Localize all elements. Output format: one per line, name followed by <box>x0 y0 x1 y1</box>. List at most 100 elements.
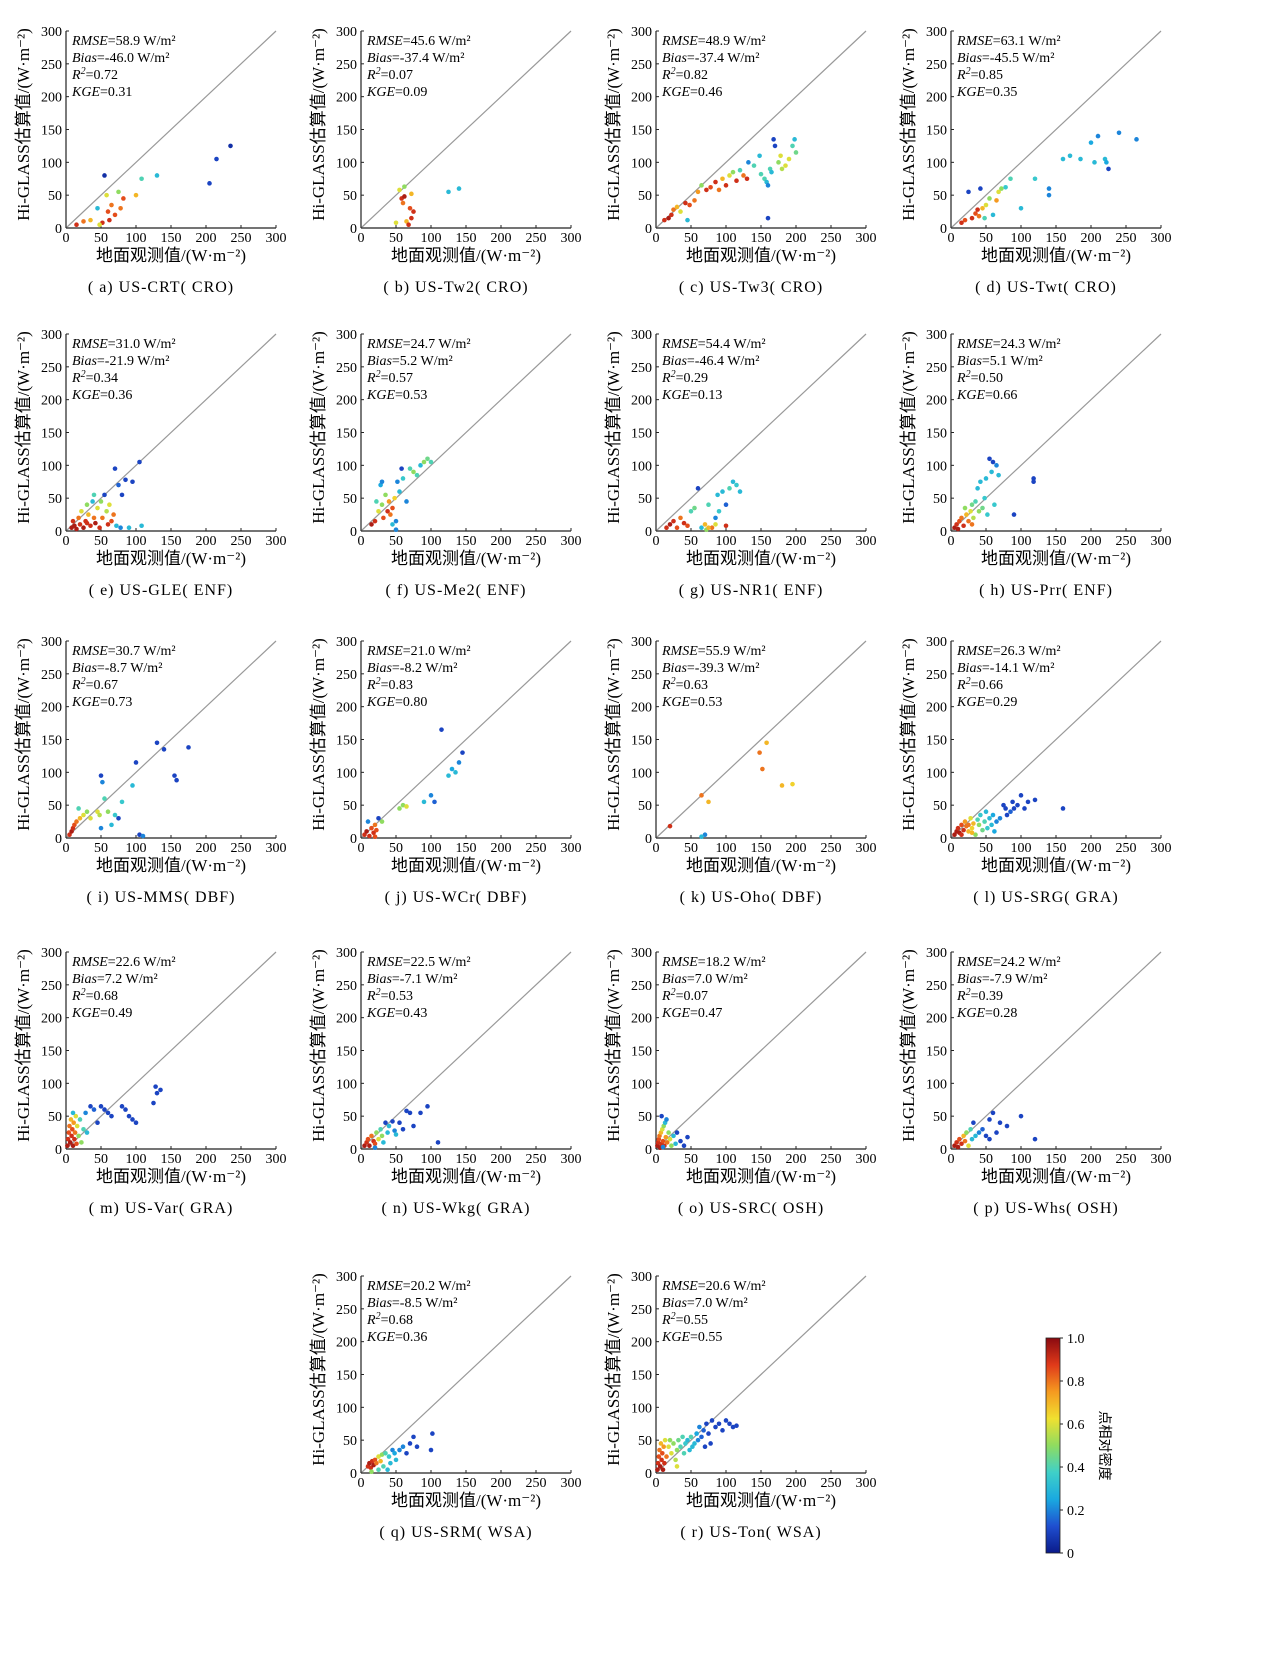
x-axis-title: 地面观测值/(W·m⁻²) <box>686 1167 836 1186</box>
x-tick-label: 100 <box>421 231 442 246</box>
data-point <box>1092 160 1097 165</box>
y-tick-label: 150 <box>336 1045 357 1060</box>
colorbar-tick-label: 0 <box>1067 1547 1074 1562</box>
data-point <box>764 740 769 746</box>
y-tick-label: 300 <box>926 635 947 650</box>
stat-rmse: RMSE=18.2 W/m² <box>661 955 766 970</box>
y-tick-label: 0 <box>350 832 357 847</box>
data-point <box>105 209 111 214</box>
x-tick-label: 50 <box>389 1152 403 1167</box>
data-point <box>762 176 767 182</box>
data-point <box>765 215 771 221</box>
x-tick-label: 250 <box>526 534 547 549</box>
data-points <box>65 1084 163 1149</box>
data-point <box>760 766 765 772</box>
data-point <box>386 499 392 504</box>
y-tick-label: 150 <box>41 734 62 749</box>
y-tick-label: 300 <box>336 635 357 650</box>
data-point <box>407 206 413 211</box>
data-point <box>973 832 978 838</box>
data-point <box>393 518 399 524</box>
stat-r2: R2=0.55 <box>661 1311 708 1328</box>
data-point <box>381 515 386 521</box>
y-tick-label: 50 <box>48 492 62 507</box>
data-point <box>734 482 739 488</box>
data-point <box>400 200 406 206</box>
data-point <box>957 518 962 524</box>
stat-bias: Bias=-45.5 W/m² <box>957 51 1054 66</box>
y-tick-label: 0 <box>350 525 357 540</box>
data-point <box>76 1133 81 1139</box>
x-tick-label: 0 <box>653 841 660 856</box>
y-tick-label: 100 <box>336 156 357 171</box>
x-tick-label: 150 <box>751 231 772 246</box>
data-point <box>687 1447 692 1453</box>
stat-rmse: RMSE=22.5 W/m² <box>366 955 471 970</box>
x-axis-title: 地面观测值/(W·m⁻²) <box>391 1167 541 1186</box>
stat-r2: R2=0.57 <box>366 369 413 386</box>
data-point <box>395 479 400 485</box>
data-point <box>692 198 697 203</box>
data-point <box>683 1441 688 1446</box>
y-tick-label: 50 <box>343 799 357 814</box>
data-point <box>409 191 414 197</box>
x-tick-label: 0 <box>948 1152 955 1167</box>
data-point <box>706 1431 711 1436</box>
data-point <box>720 176 725 182</box>
y-tick-label: 200 <box>336 1336 357 1351</box>
data-point <box>713 515 718 521</box>
data-point <box>392 1451 397 1456</box>
data-point <box>1004 812 1010 818</box>
panel-caption: ( d) US-Twt( CRO) <box>975 279 1117 296</box>
data-point <box>966 1143 971 1149</box>
data-point <box>674 1447 680 1453</box>
x-tick-label: 250 <box>526 841 547 856</box>
y-tick-label: 250 <box>336 58 357 73</box>
stat-kge: KGE=0.09 <box>366 85 427 100</box>
data-point <box>983 476 989 481</box>
x-tick-label: 250 <box>231 841 252 856</box>
data-points <box>959 130 1139 226</box>
x-tick-label: 250 <box>821 231 842 246</box>
data-point <box>425 456 430 462</box>
stat-kge: KGE=0.35 <box>956 85 1017 100</box>
stat-rmse: RMSE=48.9 W/m² <box>661 34 766 49</box>
data-point <box>421 459 427 465</box>
stat-kge: KGE=0.28 <box>956 1006 1017 1021</box>
data-point <box>671 1441 676 1446</box>
y-tick-label: 200 <box>926 1012 947 1027</box>
data-point <box>1046 186 1052 191</box>
x-tick-label: 300 <box>561 534 582 549</box>
data-point <box>1031 476 1036 481</box>
y-tick-label: 200 <box>336 394 357 409</box>
data-point <box>779 783 785 788</box>
data-points <box>362 1104 441 1150</box>
data-point <box>715 492 720 498</box>
data-point <box>976 1130 982 1135</box>
data-point <box>699 1434 704 1440</box>
panel-caption: ( f) US-Me2( ENF) <box>386 582 527 599</box>
stat-kge: KGE=0.29 <box>956 695 1017 710</box>
scatter-panel: 00 50 50 100 100 150 150 200 200 250 250 300 300 RMSE… <box>309 635 582 906</box>
y-tick-label: 0 <box>940 1143 947 1158</box>
data-points <box>69 459 144 532</box>
y-tick-label: 0 <box>645 832 652 847</box>
data-point <box>669 1143 674 1149</box>
data-point <box>90 499 95 504</box>
data-point <box>688 509 694 514</box>
panel-caption: ( p) US-Whs( OSH) <box>973 1200 1118 1217</box>
x-tick-label: 150 <box>456 231 477 246</box>
y-axis-title: Hi-GLASS估算值/(W·m⁻²) <box>899 949 918 1142</box>
x-tick-label: 100 <box>126 534 147 549</box>
y-tick-label: 150 <box>926 1045 947 1060</box>
data-point <box>704 187 709 193</box>
data-point <box>161 747 167 752</box>
data-point <box>88 523 93 529</box>
x-tick-label: 50 <box>94 534 108 549</box>
data-point <box>980 206 985 211</box>
y-tick-label: 200 <box>631 394 652 409</box>
x-tick-label: 250 <box>1116 534 1137 549</box>
data-point <box>713 1424 718 1430</box>
data-point <box>664 525 669 531</box>
x-tick-label: 300 <box>856 534 877 549</box>
